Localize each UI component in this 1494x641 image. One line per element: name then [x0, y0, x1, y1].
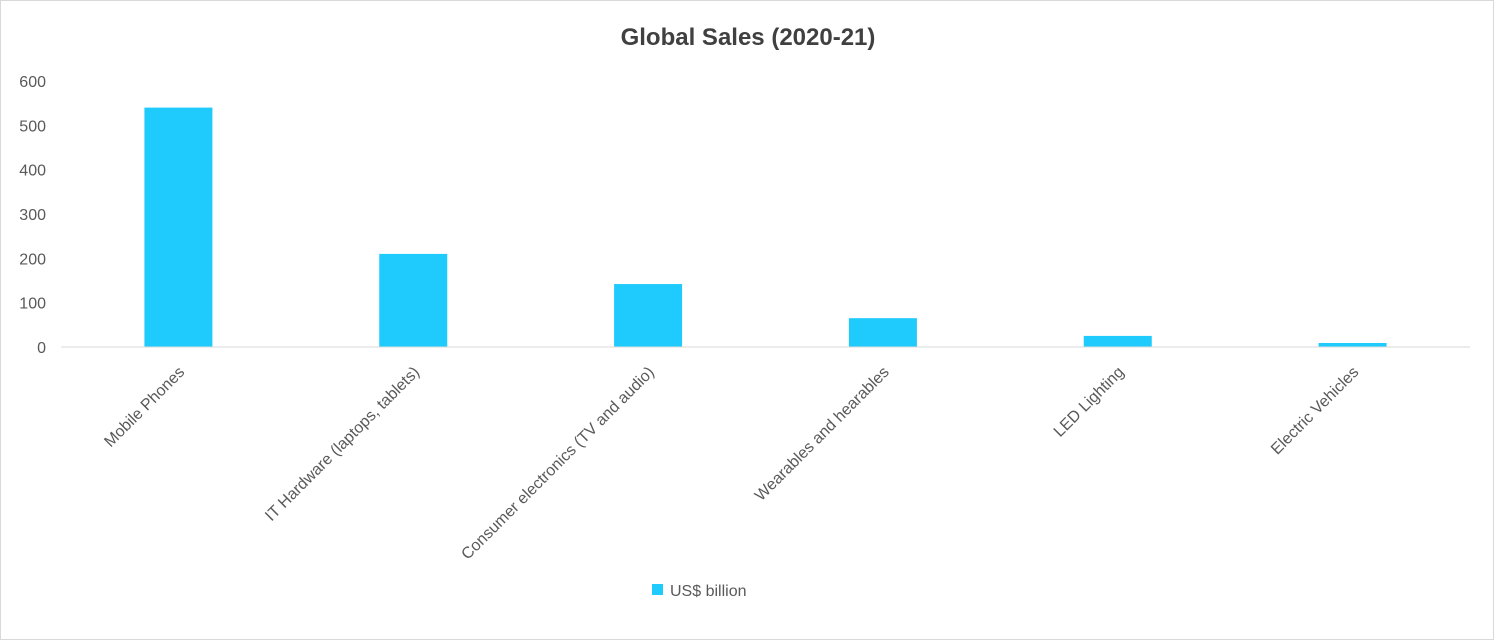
bar-series — [144, 107, 1387, 347]
y-tick-label: 500 — [19, 118, 46, 135]
chart-title: Global Sales (2020-21) — [621, 24, 876, 51]
bar — [379, 253, 448, 347]
x-category-label: Electric Vehicles — [1268, 364, 1362, 458]
bar — [1318, 343, 1387, 347]
bar — [848, 318, 917, 347]
x-category-label: LED Lighting — [1051, 364, 1128, 441]
y-tick-label: 400 — [19, 163, 46, 180]
y-tick-label: 600 — [19, 74, 46, 91]
x-axis-labels: Mobile Phones IT Hardware (laptops, table… — [101, 364, 1362, 563]
y-axis-ticks: 0 100 200 300 400 500 600 — [19, 74, 46, 357]
bar — [1083, 335, 1152, 347]
x-category-label: Consumer electronics (TV and audio) — [458, 364, 657, 563]
x-category-label: Wearables and hearables — [752, 364, 893, 505]
bar — [614, 284, 683, 347]
y-tick-label: 0 — [37, 340, 46, 357]
x-category-label: Mobile Phones — [101, 364, 188, 451]
y-tick-label: 200 — [19, 251, 46, 268]
x-category-label: IT Hardware (laptops, tablets) — [262, 364, 423, 525]
legend: US$ billion — [652, 583, 746, 600]
y-tick-label: 300 — [19, 207, 46, 224]
bar — [144, 107, 213, 347]
legend-label: US$ billion — [670, 583, 746, 600]
legend-swatch — [652, 584, 663, 595]
y-tick-label: 100 — [19, 296, 46, 313]
